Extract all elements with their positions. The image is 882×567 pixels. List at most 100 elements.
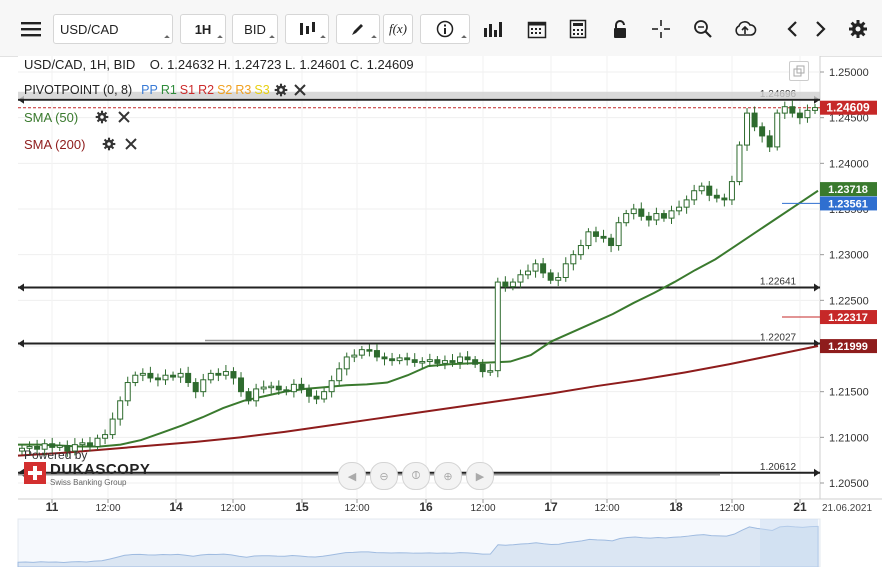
candle-body bbox=[789, 106, 796, 114]
candle-body bbox=[64, 445, 71, 452]
price-side-selector[interactable]: BID bbox=[232, 14, 278, 44]
candle-body bbox=[653, 213, 660, 221]
candle-body bbox=[676, 206, 683, 212]
info-icon[interactable] bbox=[420, 14, 470, 44]
candle-body bbox=[260, 386, 267, 390]
time-axis-ticks: 11 12:00 14 12:00 15 12:00 16 12:00 17 12:00 18 12:… bbox=[46, 499, 872, 514]
price-badges: 1.24609 1.23718 1.23561 1.22317 1.21999 bbox=[782, 100, 877, 354]
pivot-remove-close-icon[interactable] bbox=[292, 82, 308, 98]
candle-body bbox=[177, 372, 184, 378]
detach-window-icon[interactable] bbox=[789, 61, 809, 81]
candle-body bbox=[207, 372, 214, 381]
sma200-settings-gear-icon[interactable] bbox=[101, 136, 117, 152]
price-badge bbox=[820, 182, 877, 197]
calculator-icon[interactable] bbox=[563, 14, 593, 44]
sma200-name: SMA (200) bbox=[24, 136, 86, 152]
timeframe-selector[interactable]: 1H bbox=[180, 14, 226, 44]
sma200-remove-close-icon[interactable] bbox=[123, 136, 139, 152]
candle-body bbox=[540, 263, 547, 274]
sma50-remove-close-icon[interactable] bbox=[116, 109, 132, 125]
bar-chart-icon[interactable] bbox=[478, 14, 508, 44]
candle-body bbox=[49, 443, 56, 448]
candle-body bbox=[744, 112, 751, 146]
pivot-level-label: 1.22027 bbox=[760, 333, 797, 344]
candle-body bbox=[600, 235, 607, 239]
sma50-settings-gear-icon[interactable] bbox=[94, 109, 110, 125]
menu-icon[interactable] bbox=[16, 14, 46, 44]
candle-body bbox=[71, 444, 78, 452]
time-tick-label: 12:00 bbox=[95, 503, 120, 514]
low-label: L. bbox=[284, 57, 296, 72]
pencil-icon[interactable] bbox=[336, 14, 380, 44]
candle-body bbox=[774, 112, 781, 148]
sma50-name: SMA (50) bbox=[24, 109, 79, 125]
symbol-selector[interactable]: USD/CAD bbox=[53, 14, 173, 44]
candle-body bbox=[608, 237, 615, 247]
scroll-left-icon[interactable]: ◀ bbox=[338, 462, 366, 490]
candles bbox=[19, 100, 818, 457]
zoom-icon[interactable] bbox=[688, 14, 718, 44]
arrow-left-icon[interactable] bbox=[777, 14, 807, 44]
price-badge bbox=[820, 339, 877, 354]
function-icon[interactable]: f(x) bbox=[383, 14, 413, 44]
lock-icon[interactable] bbox=[605, 14, 635, 44]
zoom-in-icon[interactable]: ⊕ bbox=[434, 462, 462, 490]
navigator-window bbox=[760, 519, 818, 567]
candle-body bbox=[358, 349, 365, 356]
timeframe-label: 1H bbox=[194, 21, 212, 37]
candle-body bbox=[751, 112, 758, 128]
candle-body bbox=[457, 356, 464, 363]
candle-body bbox=[736, 144, 743, 183]
candle-body bbox=[404, 357, 411, 361]
candle-body bbox=[781, 106, 788, 114]
sma200-indicator-row: SMA (200) bbox=[24, 136, 139, 152]
candle-body bbox=[336, 368, 343, 382]
close-value: 1.24609 bbox=[366, 57, 414, 72]
arrow-right-icon[interactable] bbox=[806, 14, 836, 44]
cloud-upload-icon[interactable] bbox=[730, 14, 760, 44]
price-badge-label: 1.23718 bbox=[828, 184, 868, 196]
candle-body bbox=[441, 360, 448, 364]
candle-body bbox=[373, 350, 380, 358]
candle-body bbox=[56, 445, 63, 448]
gear-icon[interactable] bbox=[843, 14, 873, 44]
crosshair-icon[interactable] bbox=[646, 14, 676, 44]
price-tick-label: 1.22500 bbox=[829, 295, 869, 307]
zoom-out-icon[interactable]: ⊖ bbox=[370, 462, 398, 490]
time-tick-label: 12:00 bbox=[594, 503, 619, 514]
brand-name: DUKASCOPY bbox=[50, 461, 151, 478]
pivot-level-label: 1.20612 bbox=[760, 462, 797, 473]
candle-body bbox=[472, 359, 479, 365]
pivot-settings-gear-icon[interactable] bbox=[273, 82, 289, 98]
candle-body bbox=[713, 194, 720, 199]
candle-body bbox=[283, 389, 290, 393]
symbol-label: USD/CAD bbox=[60, 21, 119, 37]
candle-body bbox=[192, 382, 199, 393]
price-tick-label: 1.20500 bbox=[829, 478, 869, 490]
sma-200-polyline bbox=[17, 345, 819, 457]
candle-body bbox=[630, 208, 637, 215]
candle-body bbox=[381, 356, 388, 360]
calendar-icon[interactable] bbox=[522, 14, 552, 44]
candle-body bbox=[245, 391, 252, 402]
candle-body bbox=[253, 388, 260, 402]
time-tick-label: 14 bbox=[169, 500, 183, 514]
navigator-overview[interactable] bbox=[17, 518, 821, 567]
candle-body bbox=[411, 359, 418, 363]
reset-view-icon[interactable]: ⦷ bbox=[402, 462, 430, 490]
time-tick-label: 17 bbox=[544, 500, 558, 514]
instrument-info: USD/CAD, 1H, BID bbox=[24, 57, 136, 72]
candle-body bbox=[691, 190, 698, 201]
candle-body bbox=[479, 363, 486, 373]
candle-body bbox=[200, 379, 207, 393]
navigator-area bbox=[17, 525, 819, 567]
candlestick-icon[interactable] bbox=[285, 14, 329, 44]
candle-body bbox=[419, 361, 426, 364]
candle-body bbox=[766, 135, 773, 148]
scroll-right-icon[interactable]: ▶ bbox=[466, 462, 494, 490]
candle-body bbox=[525, 270, 532, 276]
candle-body bbox=[230, 371, 237, 379]
time-tick-label: 12:00 bbox=[719, 503, 744, 514]
candle-body bbox=[351, 354, 358, 358]
